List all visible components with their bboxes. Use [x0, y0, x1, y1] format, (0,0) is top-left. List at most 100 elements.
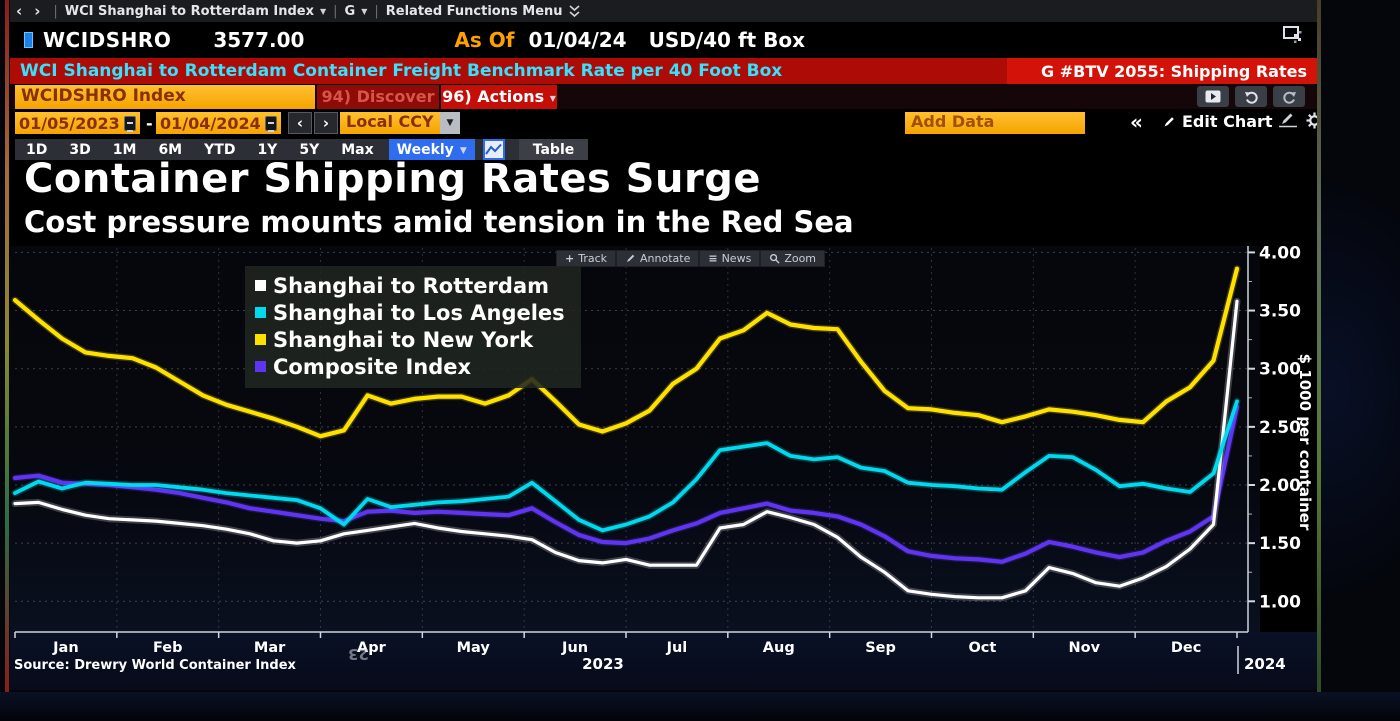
series-line-composite-index: [12, 405, 1240, 564]
period-1d[interactable]: 1D: [26, 141, 48, 158]
pencil-icon: [625, 253, 636, 264]
period-6m[interactable]: 6M: [158, 141, 183, 158]
period-ytd[interactable]: YTD: [204, 141, 236, 158]
security-marker: [24, 32, 33, 48]
chart-title: Container Shipping Rates Surge: [24, 156, 761, 202]
history-buttons: [1197, 86, 1305, 107]
tool-zoom-button[interactable]: Zoom: [761, 251, 825, 266]
x-tick-label: Jul: [666, 640, 688, 656]
x-tick-label: Dec: [1171, 640, 1201, 656]
bezel-bottom: [0, 692, 1400, 721]
as-of-label: As Of: [454, 28, 515, 52]
x-tick-label: Feb: [153, 640, 183, 656]
legend-swatch: [255, 307, 266, 318]
zoom-icon: [769, 253, 780, 264]
benchmark-description: WCI Shanghai to Rotterdam Container Frei…: [20, 61, 783, 81]
legend-label: Shanghai to Rotterdam: [273, 273, 549, 298]
legend-item-shanghai-to-new-york[interactable]: Shanghai to New York: [255, 326, 565, 353]
related-functions-menu[interactable]: Related Functions Menu: [386, 4, 580, 19]
legend-item-shanghai-to-los-angeles[interactable]: Shanghai to Los Angeles: [255, 299, 565, 326]
tool-annotate-button[interactable]: Annotate: [617, 251, 699, 266]
last-price: 3577.00: [213, 28, 305, 52]
legend-item-shanghai-to-rotterdam[interactable]: Shanghai to Rotterdam: [255, 272, 565, 299]
period-1m[interactable]: 1M: [112, 141, 137, 158]
screen-edge-fringe-right: [1317, 0, 1321, 692]
x-tick-label: Apr: [357, 640, 387, 656]
security-input[interactable]: WCIDSHRO Index: [15, 85, 315, 109]
chart-tools-bar: Track Annotate News Zoom: [556, 250, 826, 267]
period-3d[interactable]: 3D: [69, 141, 91, 158]
legend-label: Composite Index: [273, 354, 472, 379]
series-line-shanghai-to-rotterdam: [13, 299, 1239, 600]
calendar-icon: [123, 115, 136, 132]
table-button[interactable]: Table: [518, 139, 589, 160]
security-menu[interactable]: WCI Shanghai to Rotterdam Index: [65, 4, 326, 19]
g-menu[interactable]: G: [345, 4, 368, 19]
open-in-window-icon[interactable]: [1283, 26, 1303, 44]
period-max[interactable]: Max: [341, 141, 374, 158]
add-data-input[interactable]: Add Data: [905, 112, 1085, 134]
period-toolbar: 1D 3D 1M 6M YTD 1Y 5Y Max Weekly Table: [15, 139, 589, 160]
play-panel-icon: [1205, 90, 1221, 103]
shift-right-button[interactable]: ›: [314, 112, 338, 134]
play-panel-button[interactable]: [1197, 86, 1229, 107]
end-date-field[interactable]: 01/04/2024: [156, 112, 281, 134]
tool-label: Track: [578, 252, 608, 265]
line-chart-icon: [484, 143, 502, 155]
command-row: WCIDSHRO Index 94) Discover 96) Actions: [10, 85, 1317, 109]
period-1y[interactable]: 1Y: [257, 141, 278, 158]
date-range-separator: -: [146, 114, 153, 133]
plot-background: [10, 246, 1260, 636]
screen-edge-fringe-left: [5, 0, 9, 692]
edit-chart-button[interactable]: Edit Chart: [1162, 112, 1273, 131]
currency-caret-button[interactable]: ▼: [440, 112, 460, 134]
tool-label: Annotate: [640, 252, 691, 265]
y-tick-label: 1.00: [1259, 592, 1301, 612]
shift-left-button[interactable]: ‹: [288, 112, 312, 134]
currency-select[interactable]: Local CCY: [340, 112, 440, 134]
legend-swatch: [255, 361, 266, 372]
redo-icon: [1282, 91, 1296, 104]
chart-subtitle: Cost pressure mounts amid tension in the…: [24, 205, 854, 239]
redo-button[interactable]: [1273, 86, 1305, 107]
double-chevron-down-icon: [568, 4, 580, 17]
plus-icon: [565, 252, 574, 265]
discover-button[interactable]: 94) Discover: [317, 85, 439, 109]
series-glow: [11, 403, 1241, 566]
undo-button[interactable]: [1235, 86, 1267, 107]
series-line-shanghai-to-new-york: [12, 266, 1240, 439]
actions-button[interactable]: 96) Actions: [441, 85, 557, 109]
y-tick-label: 2.50: [1259, 418, 1301, 438]
chart-legend: Shanghai to Rotterdam Shanghai to Los Ang…: [245, 266, 581, 388]
y-tick-label: 3.50: [1259, 302, 1301, 322]
rates-chart-svg: 1.00 1.50 2.00 2.50 3.00 3.50 4.00 Jan Feb Mar Apr…: [11, 243, 1314, 674]
y-tick-label: 2.00: [1259, 476, 1301, 496]
y-tick-label: 3.00: [1259, 360, 1301, 380]
period-5y[interactable]: 5Y: [299, 141, 320, 158]
period-buttons: 1D 3D 1M 6M YTD 1Y 5Y Max: [15, 142, 385, 158]
date-toolbar: 01/05/2023 - 01/04/2024 ‹ › Local CCY ▼ …: [10, 112, 1317, 136]
gear-icon[interactable]: [1306, 112, 1317, 129]
frequency-select[interactable]: Weekly: [388, 139, 475, 160]
annotate-chart-icon[interactable]: [1278, 113, 1298, 128]
start-date-field[interactable]: 01/05/2023: [15, 112, 140, 134]
legend-item-composite-index[interactable]: Composite Index: [255, 353, 565, 380]
source-note: Source: Drewry World Container Index: [14, 658, 296, 673]
description-bar: WCI Shanghai to Rotterdam Container Frei…: [10, 58, 1317, 84]
y-axis-title: $ 1000 per container: [1296, 354, 1314, 531]
tool-news-button[interactable]: News: [700, 251, 760, 266]
legend-swatch: [255, 334, 266, 345]
chart-reference: G #BTV 2055: Shipping Rates: [1040, 61, 1307, 81]
x-tick-label: Sep: [865, 640, 896, 656]
legend-label: Shanghai to Los Angeles: [273, 300, 565, 325]
tool-track-button[interactable]: Track: [557, 251, 616, 266]
undo-icon: [1244, 91, 1258, 104]
quote-row: WCIDSHRO 3577.00 As Of 01/04/24 USD/40 f…: [10, 22, 1317, 58]
x-tick-label: Oct: [968, 640, 996, 656]
terminal-screen: | WCI Shanghai to Rotterdam Index | G | …: [10, 0, 1317, 690]
chart-reference-patch: G #BTV 2055: Shipping Rates: [1007, 58, 1317, 84]
chart-type-button[interactable]: [482, 139, 505, 160]
x-tick-label: May: [457, 640, 491, 656]
as-of-date: 01/04/24: [528, 28, 627, 52]
